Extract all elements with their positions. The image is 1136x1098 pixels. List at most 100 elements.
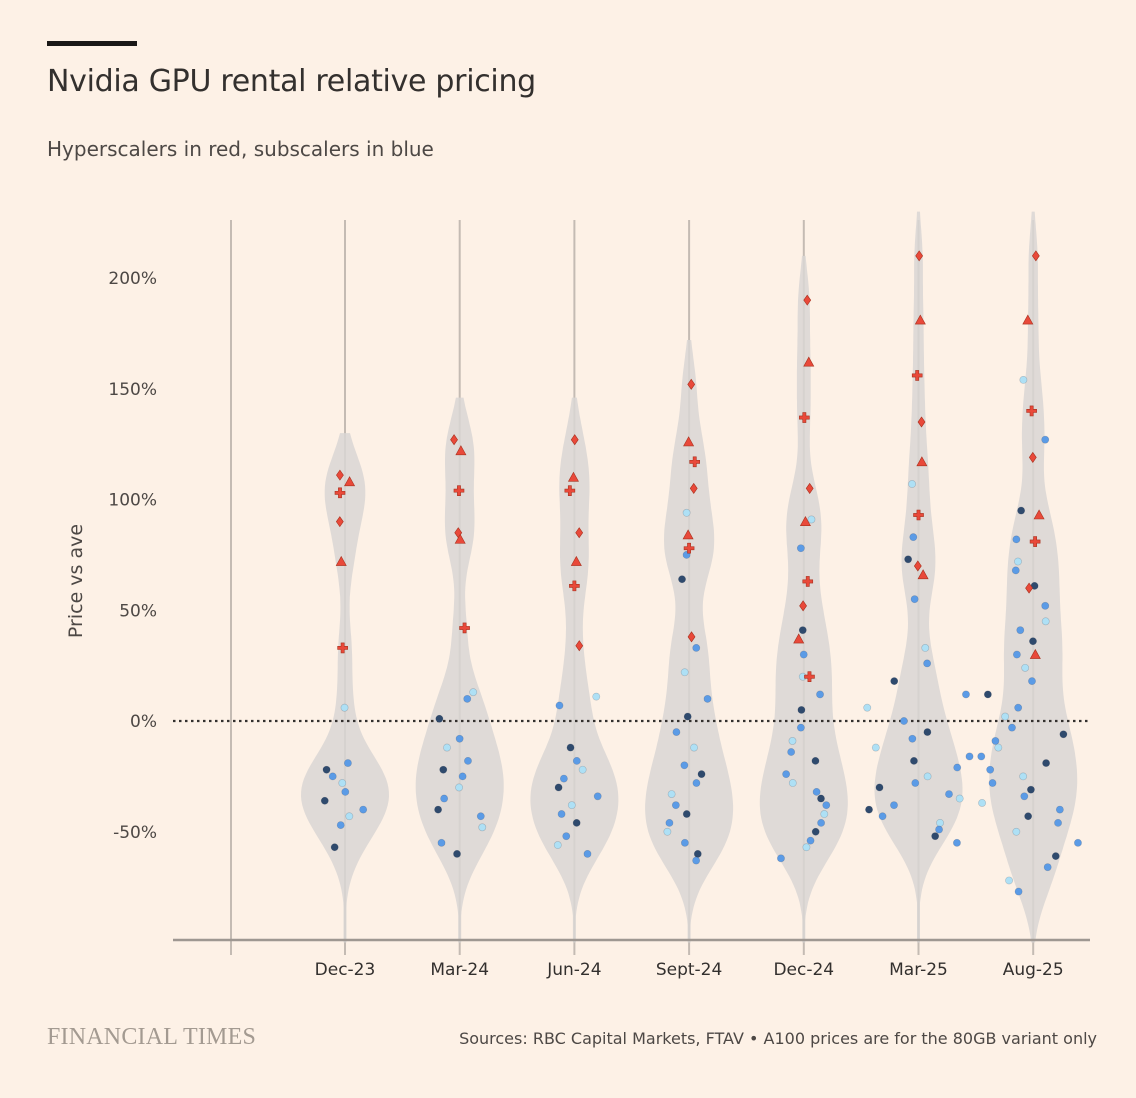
hyperscaler-point [575,527,584,539]
subscaler-point [692,856,701,865]
subscaler-point [672,728,681,736]
subscaler-point [692,644,701,652]
subscaler-point [1059,730,1068,739]
subscaler-point [1074,838,1082,847]
subscaler-point [697,770,706,779]
x-tick-label: Dec-23 [315,960,376,980]
hyperscaler-point [803,294,812,306]
subscaler-point [965,752,974,761]
subscaler-point [578,765,587,774]
subscaler-point [923,659,932,668]
subscaler-point [464,756,472,765]
subscaler-point [802,843,811,852]
subscaler-point [458,772,467,781]
hyperscaler-point [799,600,807,612]
subscaler-point [820,810,829,818]
hyperscaler-point [915,250,924,262]
hyperscaler-point [913,560,922,572]
subscaler-point [680,838,689,847]
hyperscaler-point [799,516,811,526]
violin-shape [415,397,504,943]
subscaler-point [336,821,345,830]
subscaler-point [908,480,916,488]
subscaler-point [910,756,918,765]
subscaler-point [1027,785,1035,794]
x-tick-label: Sept-24 [656,960,722,980]
subscaler-point [455,734,464,743]
subscaler-point [1017,506,1026,515]
subscaler-point [822,801,831,810]
hyperscaler-point [575,640,584,652]
subscaler-point [1016,626,1025,635]
hyperscaler-point [1029,536,1041,547]
subscaler-point [988,779,997,787]
subscaler-point [434,805,443,814]
hyperscaler-point [455,445,467,456]
subscaler-point [443,743,451,752]
subscaler-point [806,836,815,845]
hyperscaler-point [689,456,701,468]
subscaler-point [555,701,564,710]
hyperscaler-point [1022,314,1034,325]
hyperscaler-point [335,555,347,566]
subscaler-point [682,508,691,517]
subscaler-point [478,823,487,832]
subscaler-point [1020,792,1029,801]
chart-title: Nvidia GPU rental relative pricing [47,64,536,99]
hyperscaler-point [1031,250,1040,262]
hyperscaler-point [1033,509,1045,520]
y-axis-label: Price vs ave [65,524,87,638]
subscaler-point [667,790,676,798]
subscaler-point [908,734,917,743]
hyperscaler-point [683,542,695,554]
subscaler-point [787,748,796,756]
subscaler-point [945,790,953,798]
subscaler-point [953,763,962,772]
subscaler-point [562,832,571,841]
subscaler-point [663,827,672,836]
subscaler-point [476,812,485,821]
subscaler-point [953,838,961,847]
subscaler-point [440,794,449,803]
hyperscaler-point [570,434,579,446]
subscaler-point [1019,375,1028,384]
subscaler-point [692,779,701,787]
subscaler-point [910,595,919,604]
x-tick-label: Jun-24 [546,960,601,980]
subscaler-point [1043,863,1052,872]
subscaler-point [330,843,339,852]
violin-shape [301,433,389,943]
y-tick-label: 200% [108,269,157,289]
subscaler-point [955,794,964,803]
subscaler-point [671,801,680,810]
hyperscaler-point [805,482,814,494]
subscaler-point [592,692,601,701]
hyperscaler-point [337,642,348,654]
subscaler-point [994,743,1003,752]
subscaler-point [890,677,899,686]
subscaler-point [1012,650,1021,659]
subscaler-point [878,812,887,821]
subscaler-point [1042,759,1050,767]
violin-shape [989,211,1078,943]
subscaler-point [1014,887,1023,896]
subscaler-point [863,703,872,712]
subscaler-point [1041,435,1050,444]
hyperscaler-point [569,580,580,592]
subscaler-point [437,838,446,847]
subscaler-point [782,770,791,779]
subscaler-point [1054,818,1062,827]
subscaler-point [811,827,820,836]
hyperscaler-point [454,533,466,544]
hyperscaler-point [683,436,695,447]
subscaler-point [328,772,337,781]
hyperscaler-point [793,633,805,644]
subscaler-point [798,626,807,635]
y-tick-label: 100% [108,491,157,511]
subscaler-point [788,779,797,787]
subscaler-point [593,792,602,801]
subscaler-point [1041,601,1050,610]
subscaler-point [871,743,880,752]
hyperscaler-point [1029,648,1041,659]
subscaler-point [703,694,712,703]
